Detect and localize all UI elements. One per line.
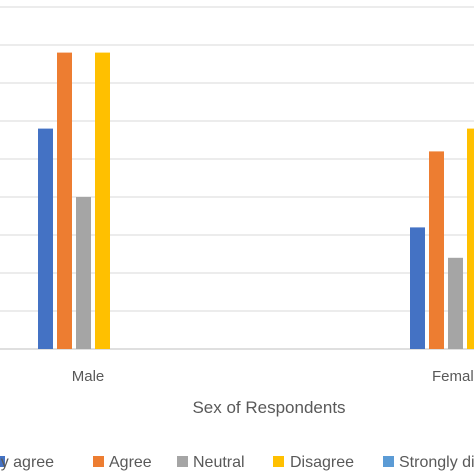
bar-neutral-male	[76, 197, 91, 349]
legend-swatch-disagree	[273, 456, 284, 467]
legend-label-strongly-disagree: Strongly disagree	[399, 454, 474, 471]
legend-label-agree: Agree	[109, 454, 152, 471]
bar-strongly-agree-female	[410, 227, 425, 349]
legend: Strongly agree Agree Neutral Disagree St…	[0, 454, 474, 471]
legend-swatch-strongly-agree	[0, 456, 5, 467]
x-tick-label-female: Female	[432, 368, 474, 385]
legend-swatch-neutral	[177, 456, 188, 467]
bar-agree-male	[57, 52, 72, 349]
x-tick-label-male: Male	[72, 368, 105, 385]
bar-disagree-female	[467, 128, 474, 349]
bar-strongly-agree-male	[38, 128, 53, 349]
legend-label-strongly-agree: Strongly agree	[0, 454, 54, 471]
legend-label-neutral: Neutral	[193, 454, 245, 471]
x-axis-title: Sex of Respondents	[192, 398, 345, 417]
bar-disagree-male	[95, 52, 110, 349]
legend-swatch-agree	[93, 456, 104, 467]
legend-swatch-strongly-disagree	[383, 456, 394, 467]
bar-agree-female	[429, 151, 444, 349]
bars	[38, 52, 474, 349]
bar-neutral-female	[448, 257, 463, 349]
legend-label-disagree: Disagree	[290, 454, 354, 471]
